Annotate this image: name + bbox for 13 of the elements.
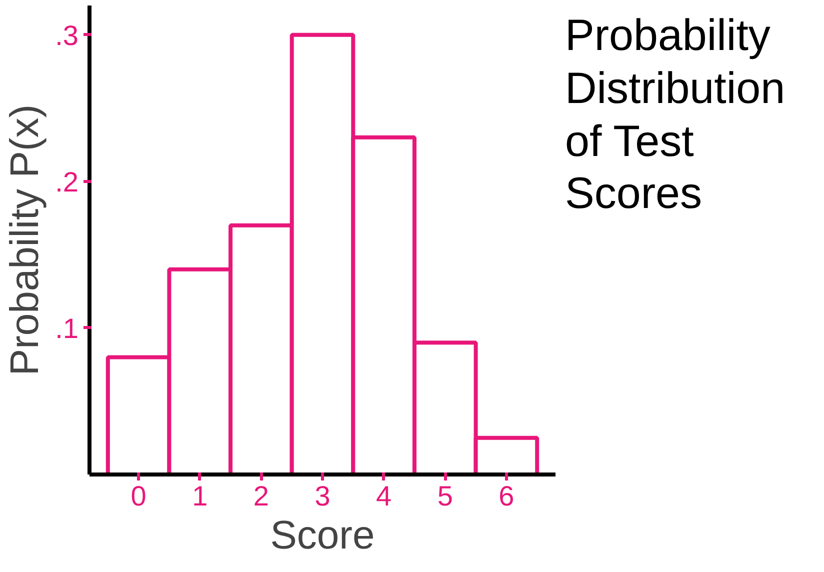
x-tick-label: 6 bbox=[498, 480, 514, 512]
y-tick-label: .1 bbox=[55, 312, 79, 344]
text: Probability Distribution of Test Scores bbox=[565, 10, 786, 220]
x-tick-label: 4 bbox=[376, 480, 392, 512]
x-tick-label: 1 bbox=[192, 480, 208, 512]
y-tick-label: .2 bbox=[55, 166, 79, 198]
y-tick-label: .3 bbox=[55, 20, 79, 51]
x-tick-label: 5 bbox=[437, 480, 453, 512]
y-axis-title: Probability P(x) bbox=[3, 104, 48, 376]
x-tick-label: 0 bbox=[130, 480, 146, 512]
x-axis-title: Score bbox=[270, 514, 375, 558]
x-tick-label: 3 bbox=[314, 480, 330, 512]
x-tick-label: 2 bbox=[253, 480, 269, 512]
